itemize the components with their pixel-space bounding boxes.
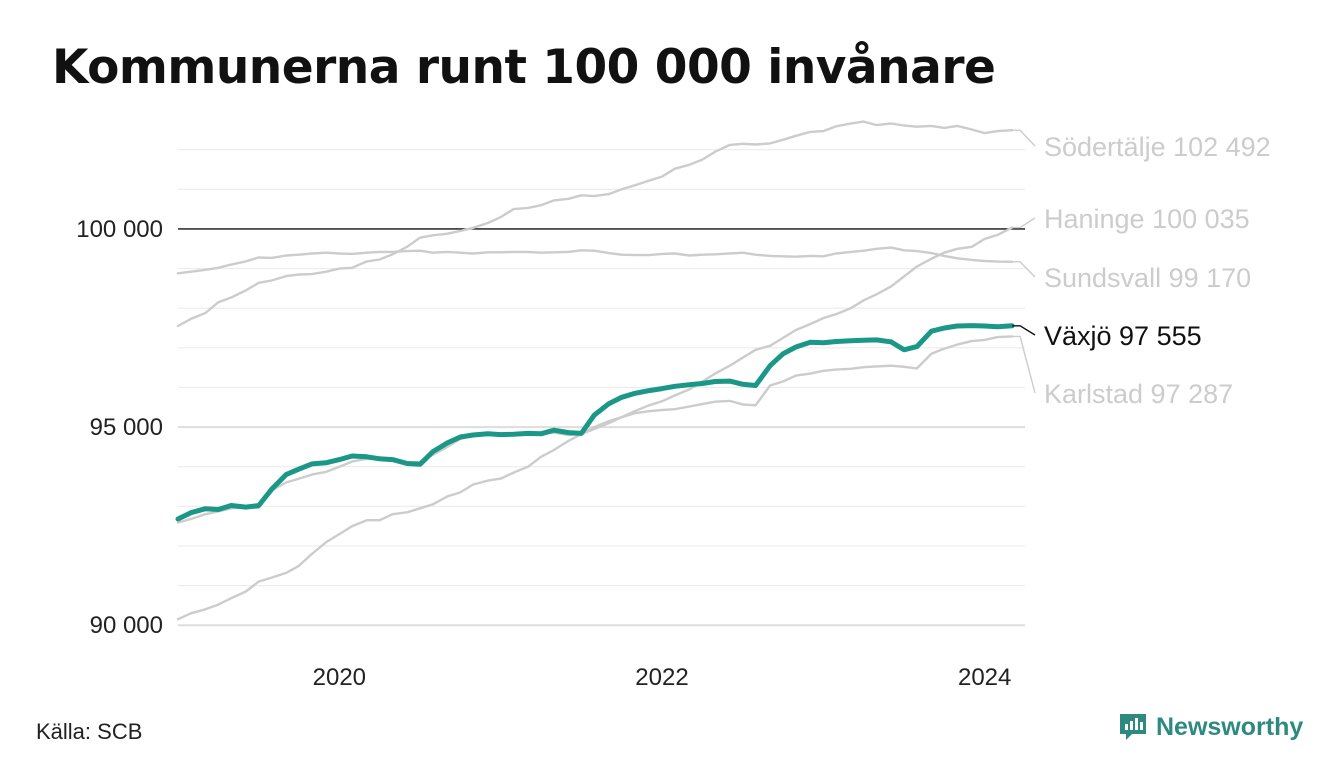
series-end-label: Södertälje 102 492 bbox=[1044, 132, 1271, 162]
series-end-label: Sundsvall 99 170 bbox=[1044, 263, 1251, 293]
brand[interactable]: Newsworthy bbox=[1118, 712, 1303, 742]
x-tick-label: 2020 bbox=[313, 664, 366, 691]
label-leader-line bbox=[1012, 325, 1036, 336]
label-leader-line bbox=[1012, 261, 1036, 278]
series-line-v-xj- bbox=[175, 323, 1015, 522]
series-line-s-dert-lje bbox=[176, 120, 1014, 328]
newsworthy-logo-icon bbox=[1120, 714, 1146, 740]
label-leader-line bbox=[1012, 129, 1036, 147]
series-line-haninge bbox=[176, 226, 1014, 621]
grid-layer bbox=[178, 149, 1025, 627]
source-note: Källa: SCB bbox=[36, 719, 143, 744]
series-line-karlstad bbox=[176, 335, 1014, 524]
series-end-label: Karlstad 97 287 bbox=[1044, 379, 1233, 409]
series-layer bbox=[175, 120, 1015, 621]
label-leader-line bbox=[1012, 335, 1036, 394]
x-tick-label: 2024 bbox=[958, 664, 1011, 691]
label-leader-line bbox=[1012, 217, 1036, 229]
chart-title: Kommunerna runt 100 000 invånare bbox=[52, 40, 996, 95]
series-end-labels: Södertälje 102 492 Haninge 100 035 Sundsva… bbox=[1012, 129, 1271, 409]
series-end-label: Växjö 97 555 bbox=[1044, 321, 1202, 351]
series-line-sundsvall bbox=[176, 246, 1014, 275]
series-end-label: Haninge 100 035 bbox=[1044, 204, 1250, 234]
y-tick-label: 95 000 bbox=[90, 414, 163, 441]
axis-labels: 90 000 95 000 100 000 2020 2022 2024 bbox=[76, 216, 1011, 691]
x-tick-label: 2022 bbox=[635, 664, 688, 691]
y-tick-label: 90 000 bbox=[90, 612, 163, 639]
brand-name: Newsworthy bbox=[1156, 712, 1304, 741]
y-tick-label: 100 000 bbox=[76, 216, 163, 243]
